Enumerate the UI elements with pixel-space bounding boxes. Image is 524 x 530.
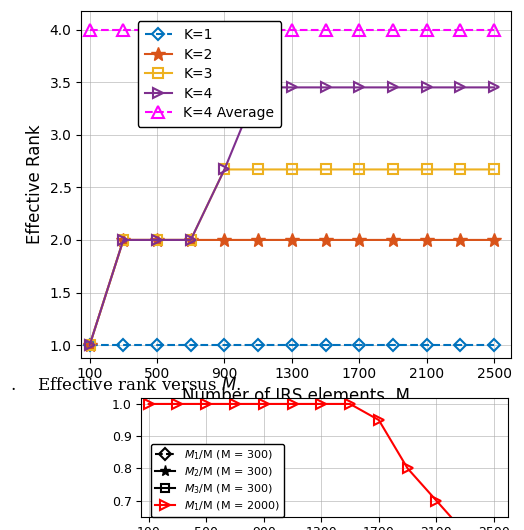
$M_1$/M (M = 2000): [174, 401, 181, 407]
K=4 Average: [221, 26, 227, 33]
K=3: [86, 342, 93, 348]
K=3: [322, 166, 329, 173]
$M_1$/M (M = 2000): [260, 401, 267, 407]
K=4 Average: [356, 26, 363, 33]
Line: K=4: K=4: [85, 83, 499, 350]
K=4: [154, 237, 160, 243]
K=2: [457, 237, 464, 243]
K=3: [423, 166, 430, 173]
K=4 Average: [120, 26, 126, 33]
Legend: $M_1$/M (M = 300), $M_2$/M (M = 300), $M_3$/M (M = 300), $M_1$/M (M = 2000): $M_1$/M (M = 300), $M_2$/M (M = 300), $M…: [151, 444, 285, 517]
K=2: [322, 237, 329, 243]
$M_1$/M (M = 2000): [405, 465, 411, 472]
Text: .  Effective rank versus $M$.: . Effective rank versus $M$.: [10, 376, 242, 394]
K=3: [390, 166, 396, 173]
K=4: [322, 84, 329, 91]
K=2: [289, 237, 295, 243]
K=1: [154, 342, 160, 348]
K=1: [423, 342, 430, 348]
K=3: [154, 237, 160, 243]
Line: K=2: K=2: [83, 233, 501, 352]
K=4: [390, 84, 396, 91]
K=4 Average: [86, 26, 93, 33]
K=1: [289, 342, 295, 348]
$M_1$/M (M = 2000): [376, 417, 382, 423]
Line: K=1: K=1: [85, 341, 498, 349]
$M_1$/M (M = 2000): [289, 401, 296, 407]
K=1: [322, 342, 329, 348]
K=2: [255, 237, 261, 243]
K=4: [255, 84, 261, 91]
K=4: [423, 84, 430, 91]
Legend: K=1, K=2, K=3, K=4, K=4 Average: K=1, K=2, K=3, K=4, K=4 Average: [138, 21, 281, 127]
K=1: [188, 342, 194, 348]
K=3: [356, 166, 363, 173]
K=4: [221, 166, 227, 173]
$M_1$/M (M = 2000): [318, 401, 324, 407]
K=4: [120, 237, 126, 243]
K=4: [491, 84, 497, 91]
X-axis label: Number of IRS elements, M: Number of IRS elements, M: [182, 387, 410, 405]
Line: $M_1$/M (M = 2000): $M_1$/M (M = 2000): [144, 399, 499, 530]
K=4: [86, 342, 93, 348]
K=1: [390, 342, 396, 348]
K=1: [356, 342, 363, 348]
Line: K=3: K=3: [85, 165, 499, 350]
$M_1$/M (M = 2000): [146, 401, 152, 407]
K=4: [188, 237, 194, 243]
K=1: [221, 342, 227, 348]
K=4 Average: [457, 26, 464, 33]
K=4 Average: [491, 26, 497, 33]
$M_1$/M (M = 2000): [203, 401, 210, 407]
K=1: [457, 342, 464, 348]
K=2: [491, 237, 497, 243]
K=4 Average: [390, 26, 396, 33]
K=2: [154, 237, 160, 243]
K=3: [289, 166, 295, 173]
K=4: [356, 84, 363, 91]
K=2: [390, 237, 396, 243]
K=3: [457, 166, 464, 173]
K=4 Average: [154, 26, 160, 33]
K=2: [120, 237, 126, 243]
K=3: [255, 166, 261, 173]
K=1: [120, 342, 126, 348]
K=1: [86, 342, 93, 348]
K=4 Average: [188, 26, 194, 33]
K=4 Average: [423, 26, 430, 33]
K=2: [423, 237, 430, 243]
K=4 Average: [322, 26, 329, 33]
K=3: [188, 237, 194, 243]
K=2: [86, 342, 93, 348]
K=2: [356, 237, 363, 243]
$M_1$/M (M = 2000): [232, 401, 238, 407]
K=4: [457, 84, 464, 91]
K=2: [188, 237, 194, 243]
Y-axis label: Effective Rank: Effective Rank: [26, 125, 44, 244]
K=3: [120, 237, 126, 243]
K=4: [289, 84, 295, 91]
Line: K=4 Average: K=4 Average: [84, 24, 499, 35]
$M_1$/M (M = 2000): [433, 498, 440, 504]
K=4 Average: [255, 26, 261, 33]
$M_1$/M (M = 2000): [347, 401, 353, 407]
K=3: [221, 166, 227, 173]
K=1: [255, 342, 261, 348]
K=3: [491, 166, 497, 173]
K=4 Average: [289, 26, 295, 33]
K=2: [221, 237, 227, 243]
K=1: [491, 342, 497, 348]
